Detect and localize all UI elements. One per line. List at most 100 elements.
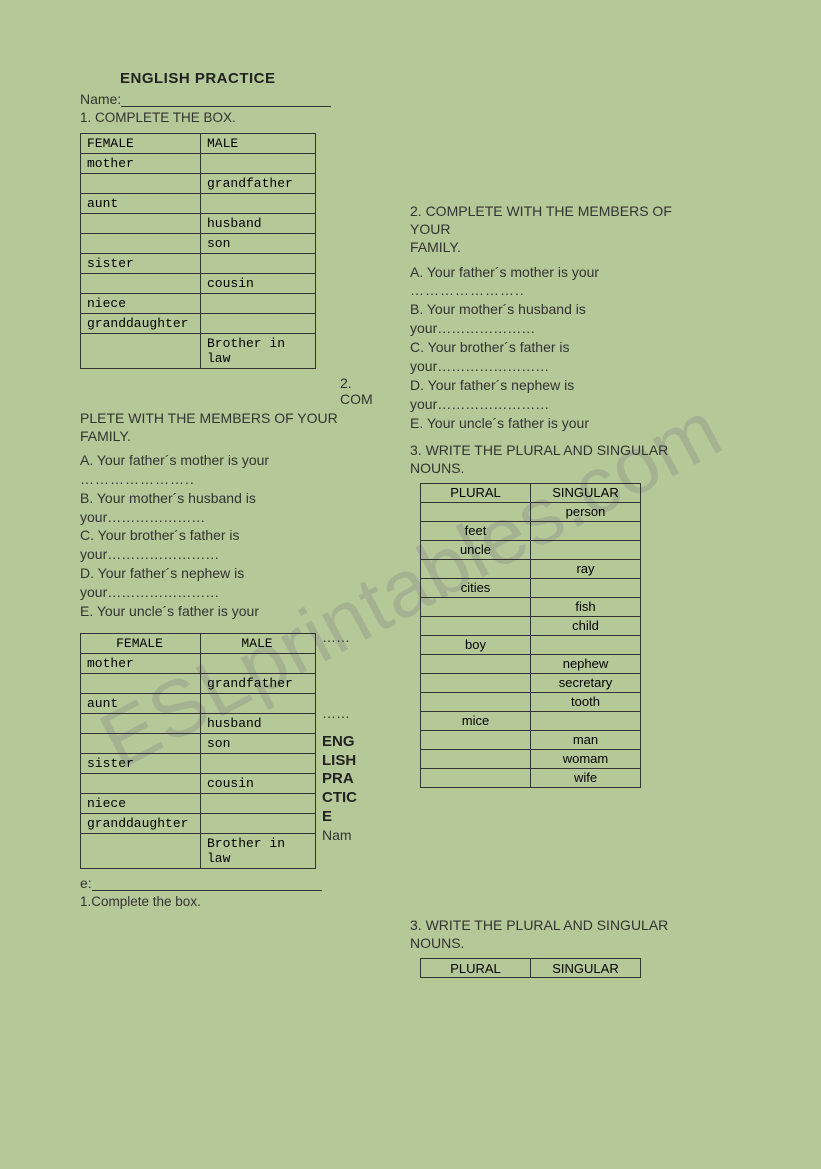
- table-cell[interactable]: granddaughter: [81, 813, 201, 833]
- table-cell[interactable]: [421, 692, 531, 711]
- table-cell[interactable]: son: [201, 733, 316, 753]
- table-cell[interactable]: womam: [531, 749, 641, 768]
- table-cell[interactable]: [421, 654, 531, 673]
- table-row: granddaughter: [81, 313, 316, 333]
- family-table-1-body: mothergrandfatheraunthusbandsonsistercou…: [81, 153, 316, 368]
- table-cell[interactable]: [531, 711, 641, 730]
- table-cell[interactable]: [81, 333, 201, 368]
- table-cell[interactable]: person: [531, 502, 641, 521]
- table-row: mice: [421, 711, 641, 730]
- table-cell[interactable]: [201, 293, 316, 313]
- family2-header-male: MALE: [201, 633, 316, 653]
- table-cell[interactable]: [421, 749, 531, 768]
- family2-header-female: FEMALE: [81, 633, 201, 653]
- table-cell[interactable]: [531, 540, 641, 559]
- table-cell[interactable]: grandfather: [201, 673, 316, 693]
- table-cell[interactable]: [421, 673, 531, 692]
- table-row: cousin: [81, 273, 316, 293]
- table-cell[interactable]: [81, 273, 201, 293]
- table-cell[interactable]: [81, 173, 201, 193]
- table-cell[interactable]: niece: [81, 293, 201, 313]
- table-cell[interactable]: [81, 733, 201, 753]
- table-cell[interactable]: [531, 635, 641, 654]
- table-row: niece: [81, 293, 316, 313]
- table-cell[interactable]: cousin: [201, 273, 316, 293]
- table-row: uncle: [421, 540, 641, 559]
- table-cell[interactable]: secretary: [531, 673, 641, 692]
- table-cell[interactable]: mother: [81, 153, 201, 173]
- q2r-a-dots: …………………..: [410, 281, 710, 300]
- table-row: husband: [81, 213, 316, 233]
- name-underline[interactable]: [121, 106, 331, 107]
- table-row: boy: [421, 635, 641, 654]
- table-row: fish: [421, 597, 641, 616]
- table-cell[interactable]: aunt: [81, 193, 201, 213]
- plural-table-2: PLURAL SINGULAR: [420, 958, 641, 978]
- table-cell[interactable]: cousin: [201, 773, 316, 793]
- split-e: E: [322, 808, 358, 827]
- table-row: sister: [81, 753, 316, 773]
- table-cell[interactable]: [531, 578, 641, 597]
- table-cell[interactable]: granddaughter: [81, 313, 201, 333]
- table-cell[interactable]: sister: [81, 753, 201, 773]
- table-cell[interactable]: child: [531, 616, 641, 635]
- plural-table: PLURAL SINGULAR personfeetuncleraycities…: [420, 483, 641, 788]
- table-cell[interactable]: uncle: [421, 540, 531, 559]
- name-underline-2[interactable]: [92, 890, 322, 891]
- table-cell[interactable]: husband: [201, 713, 316, 733]
- table-cell[interactable]: [421, 616, 531, 635]
- table-cell[interactable]: [201, 793, 316, 813]
- table-cell[interactable]: [421, 559, 531, 578]
- table-row: Brother in law: [81, 833, 316, 868]
- table-cell[interactable]: Brother in law: [201, 333, 316, 368]
- table-cell[interactable]: feet: [421, 521, 531, 540]
- table-cell[interactable]: sister: [81, 253, 201, 273]
- table-cell[interactable]: [81, 713, 201, 733]
- table-cell[interactable]: [201, 313, 316, 333]
- plural-table-body: personfeetuncleraycitiesfishchildboyneph…: [421, 502, 641, 787]
- table-cell[interactable]: [81, 833, 201, 868]
- q3-heading-2: 3. WRITE THE PLURAL AND SINGULAR NOUNS.: [410, 916, 710, 952]
- table-cell[interactable]: cities: [421, 578, 531, 597]
- q2-c: C. Your brother´s father is: [80, 526, 380, 545]
- table-cell[interactable]: [81, 233, 201, 253]
- table-cell[interactable]: niece: [81, 793, 201, 813]
- table-cell[interactable]: [421, 768, 531, 787]
- table-cell[interactable]: [201, 753, 316, 773]
- table-cell[interactable]: [421, 597, 531, 616]
- table-cell[interactable]: [81, 213, 201, 233]
- table-cell[interactable]: boy: [421, 635, 531, 654]
- table-cell[interactable]: [201, 813, 316, 833]
- table-cell[interactable]: [421, 502, 531, 521]
- table-cell[interactable]: son: [201, 233, 316, 253]
- name-split-2: e:: [80, 875, 92, 891]
- table-row: cities: [421, 578, 641, 597]
- table-cell[interactable]: nephew: [531, 654, 641, 673]
- table-row: secretary: [421, 673, 641, 692]
- table-cell[interactable]: [201, 193, 316, 213]
- table-cell[interactable]: [201, 693, 316, 713]
- table-cell[interactable]: ray: [531, 559, 641, 578]
- table-cell[interactable]: [81, 773, 201, 793]
- table-cell[interactable]: aunt: [81, 693, 201, 713]
- worksheet-page: ENGLISH PRACTICE Name: 1. COMPLETE THE B…: [0, 0, 821, 1024]
- table-cell[interactable]: grandfather: [201, 173, 316, 193]
- instruction-1b: 1.Complete the box.: [80, 893, 380, 911]
- table-cell[interactable]: [81, 673, 201, 693]
- table-cell[interactable]: Brother in law: [201, 833, 316, 868]
- q2-a: A. Your father´s mother is your: [80, 451, 380, 470]
- table-cell[interactable]: [421, 730, 531, 749]
- table-cell[interactable]: [201, 653, 316, 673]
- table-cell[interactable]: man: [531, 730, 641, 749]
- table-cell[interactable]: [531, 521, 641, 540]
- table-cell[interactable]: mother: [81, 653, 201, 673]
- table-cell[interactable]: [201, 253, 316, 273]
- table-cell[interactable]: tooth: [531, 692, 641, 711]
- table-row: Brother in law: [81, 333, 316, 368]
- table-cell[interactable]: [201, 153, 316, 173]
- table-cell[interactable]: husband: [201, 213, 316, 233]
- q2-b: B. Your mother´s husband is: [80, 489, 380, 508]
- table-cell[interactable]: fish: [531, 597, 641, 616]
- table-cell[interactable]: wife: [531, 768, 641, 787]
- table-cell[interactable]: mice: [421, 711, 531, 730]
